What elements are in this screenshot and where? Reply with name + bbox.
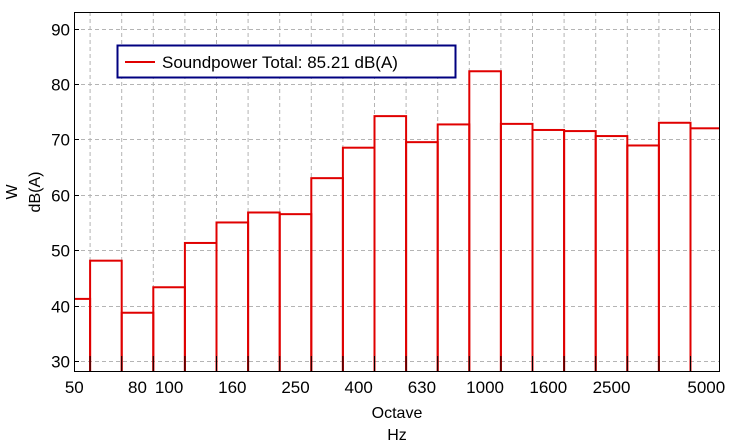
bar-250 xyxy=(278,213,313,372)
bar-5000 xyxy=(689,127,720,372)
bar-80 xyxy=(120,311,155,372)
y-tick-label: 60 xyxy=(51,187,70,206)
y-tick-label: 90 xyxy=(51,21,70,40)
x-tick-label: 160 xyxy=(218,378,246,397)
y-tick-label: 50 xyxy=(51,242,70,261)
x-tick-label: 630 xyxy=(408,378,436,397)
x-tick-label: 5000 xyxy=(687,378,725,397)
x-tick-label: 400 xyxy=(345,378,373,397)
x-tick-label: 80 xyxy=(128,378,147,397)
x-axis-title-line-2: Hz xyxy=(387,427,407,444)
x-axis-title: Octave Hz xyxy=(372,405,423,444)
y-axis-title-line-2: dB(A) xyxy=(27,172,44,213)
bar-1250 xyxy=(499,122,534,372)
x-tick-label: 1600 xyxy=(529,378,567,397)
bar-63 xyxy=(89,259,123,372)
x-axis-title-line-1: Octave xyxy=(372,405,423,422)
bar-2000 xyxy=(563,130,597,372)
bar-200 xyxy=(247,211,281,372)
bar-4000 xyxy=(657,121,692,372)
bar-315 xyxy=(310,177,344,372)
bar-series xyxy=(74,70,754,372)
bar-100 xyxy=(152,286,186,372)
x-tick-label: 2500 xyxy=(593,378,631,397)
plot-frame xyxy=(74,12,720,372)
x-axis-ticks: 50 80 100 160 250 400 630 1000 1600 2500 5000 xyxy=(65,356,725,397)
legend: Soundpower Total: 85.21 dB(A) xyxy=(116,44,457,79)
y-tick-label: 30 xyxy=(51,353,70,372)
x-tick-label: 250 xyxy=(281,378,309,397)
x-tick-label: 100 xyxy=(155,378,183,397)
y-tick-label: 70 xyxy=(51,131,70,150)
bar-160 xyxy=(215,221,250,372)
bar-630 xyxy=(405,141,439,372)
bar-800 xyxy=(436,123,471,372)
y-axis-title-line-1: W xyxy=(4,184,21,200)
bar-2500 xyxy=(594,135,629,372)
legend-box xyxy=(116,44,457,79)
y-axis-title: W dB(A) xyxy=(4,172,44,213)
x-tick-label: 1000 xyxy=(466,378,504,397)
bar-125 xyxy=(183,241,218,372)
bar-1000 xyxy=(468,70,502,372)
x-tick-label: 50 xyxy=(65,378,84,397)
bar-400 xyxy=(341,146,376,372)
y-tick-label: 80 xyxy=(51,76,70,95)
legend-label: Soundpower Total: 85.21 dB(A) xyxy=(162,53,398,72)
bar-500 xyxy=(373,115,408,372)
bar-3150 xyxy=(626,144,660,372)
bar-6300 xyxy=(722,139,754,372)
y-axis-ticks: 30 40 50 60 70 80 90 xyxy=(51,21,79,372)
y-tick-label: 40 xyxy=(51,298,70,317)
